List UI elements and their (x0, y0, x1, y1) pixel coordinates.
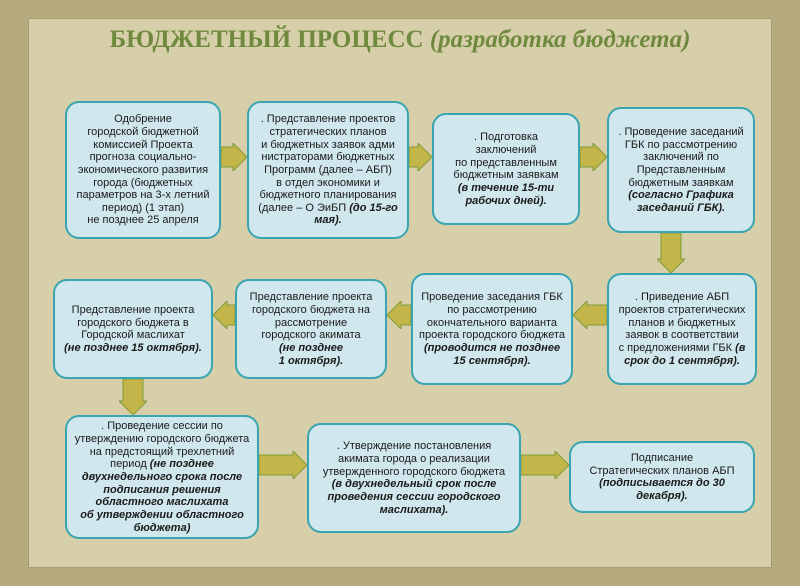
flow-node-n8: Представление проекта городского бюджета… (53, 279, 213, 379)
arrow-a89 (119, 379, 147, 415)
title-line2: (разработка бюджета) (430, 26, 691, 53)
flow-node-n3: . Подготовка заключений по представленны… (432, 113, 580, 225)
slide-title: БЮДЖЕТНЫЙ ПРОЦЕСС (разработка бюджета) (43, 27, 757, 53)
arrow-a910 (259, 451, 307, 479)
slide-outer: БЮДЖЕТНЫЙ ПРОЦЕСС (разработка бюджета) О… (0, 0, 800, 586)
arrow-a12 (221, 143, 247, 171)
flow-node-n10: . Утверждение постановления акимата горо… (307, 423, 521, 533)
flow-node-n5: . Приведение АБП проектов стратегических… (607, 273, 757, 385)
flow-node-n7: Представление проекта городского бюджета… (235, 279, 387, 379)
arrow-a34 (580, 143, 607, 171)
flow-node-n1: Одобрение городской бюджетной комиссией … (65, 101, 221, 239)
arrow-a56 (573, 301, 607, 329)
title-line1: БЮДЖЕТНЫЙ ПРОЦЕСС (110, 26, 430, 53)
flow-node-n9: . Проведение сессии по утверждению город… (65, 415, 259, 539)
arrow-a45 (657, 233, 685, 273)
flowchart: Одобрение городской бюджетной комиссией … (43, 57, 757, 547)
flow-node-n6: Проведение заседания ГБК по рассмотрению… (411, 273, 573, 385)
arrow-a78 (213, 301, 235, 329)
arrow-a67 (387, 301, 411, 329)
flow-node-n11: Подписание Стратегических планов АБП (по… (569, 441, 755, 513)
arrow-a23 (409, 143, 432, 171)
arrow-a1011 (521, 451, 569, 479)
slide-inner: БЮДЖЕТНЫЙ ПРОЦЕСС (разработка бюджета) О… (28, 18, 772, 568)
flow-node-n2: . Представление проектов стратегических … (247, 101, 409, 239)
flow-node-n4: . Проведение заседаний ГБК по рассмотрен… (607, 107, 755, 233)
